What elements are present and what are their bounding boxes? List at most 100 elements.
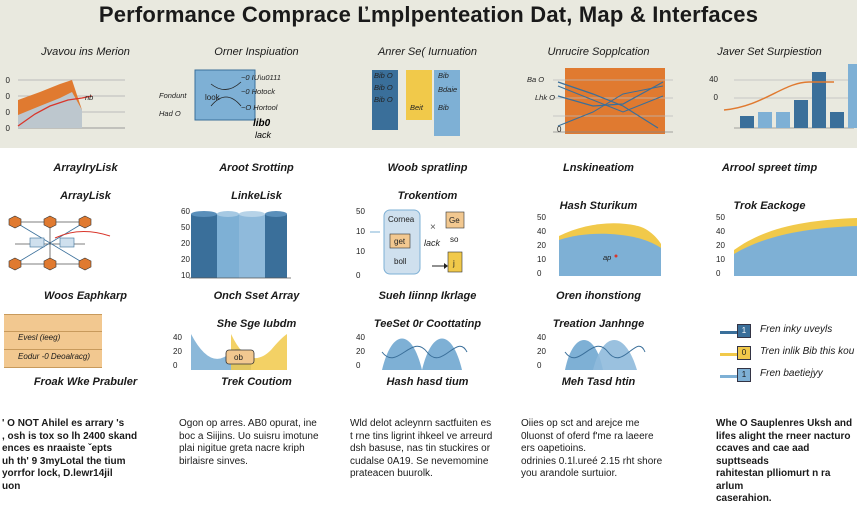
col5-bar [812, 72, 826, 128]
col5-section-a: Arrool spreet timp [721, 162, 818, 174]
col3-box [406, 70, 432, 120]
col3-section-b: Trokentiom [397, 190, 458, 202]
column-5: Javer Set Surpiestion 40 0 Arrool spreet… [684, 0, 857, 504]
col2-note-1: lib0 [253, 118, 271, 129]
col4-wave-tick-3: 0 [537, 361, 542, 370]
col3-box-label-7: Bdaie [438, 85, 457, 94]
col2-wave-tick-1: 40 [173, 333, 182, 342]
col3-card-label-2: Ge [449, 216, 460, 225]
col2-cylinder [239, 214, 265, 278]
col4-wave-tick-1: 40 [537, 333, 546, 342]
col1-tick-1: 0 [6, 76, 11, 85]
col5-tick-2: 0 [714, 93, 719, 102]
col4-orange-block [565, 68, 665, 134]
col2-wave-chart: 40 20 0 ob [173, 333, 287, 370]
col5-tick-3: 50 [716, 213, 725, 222]
col2-top-title: Orner Inspiuation [214, 46, 299, 58]
col1-node-icon [43, 215, 57, 229]
legend-label: Tren inlik Bib this kou [760, 346, 855, 357]
col1-node-icon [8, 257, 22, 271]
legend-item: 0 Tren inlik Bib this kou [720, 344, 857, 366]
col3-box-label-2: Bib O [374, 83, 393, 92]
col4-area-note: ap [603, 253, 611, 262]
col4-area-chart: 50 40 20 10 0 ap [537, 213, 661, 278]
legend-item: 1 Fren inky uveyls [720, 322, 857, 344]
col2-label-2: Had O [159, 109, 181, 118]
column-3: Anrer Se( Iurnuation Bib O Bib O Bib O B… [342, 0, 513, 494]
col1-section-b: ArrayLisk [60, 190, 111, 202]
col4-section-b: Hash Sturikum [559, 200, 638, 212]
col2-cylinder-chart: 60 50 20 20 10 [181, 207, 291, 280]
legend: 1 Fren inky uveyls 0 Tren inlik Bib this… [720, 322, 857, 388]
col5-section-b: Trok Eackoge [733, 200, 806, 212]
col1-table-row-2: Eodur -0 Deoalracg) [18, 352, 91, 361]
col2-box-text-2: ~0 Hotock [241, 87, 276, 96]
col4-top-title: Unrucire Sopplcation [547, 46, 650, 58]
col2-wave-tick-2: 20 [173, 347, 182, 356]
col3-card-diagram: 50 10 10 0 Cornea Ge get lack so boll j … [356, 207, 465, 280]
col2-tick-1: 60 [181, 207, 190, 216]
legend-label: Fren baetiejyy [760, 368, 823, 379]
col1-top-note: nb [85, 93, 93, 102]
legend-swatch: 1 [737, 324, 751, 338]
col1-top-title: Jvavou ins Merion [41, 46, 130, 58]
col2-section-d: She Sge Iubdm [216, 318, 297, 330]
col5-area-chart: 50 40 20 10 0 [716, 213, 857, 278]
col4-section-a: Lnskineatiom [563, 162, 634, 174]
col1-red-line [17, 95, 93, 127]
col5-bar [740, 116, 754, 128]
col1-node-icon [78, 215, 92, 229]
col5-top-chart: 40 0 [709, 64, 857, 129]
col4-wave-tick-2: 20 [537, 347, 546, 356]
col2-tick-4: 20 [181, 255, 190, 264]
col5-tick-1: 40 [709, 75, 718, 84]
col3-section-d: TeeSet 0r Coottatinp [373, 318, 482, 330]
legend-swatch: 0 [737, 346, 751, 360]
col2-box-text-3: ~O Hortool [241, 103, 278, 112]
col3-box-label-3: Bib O [374, 95, 393, 104]
col2-tick-5: 10 [181, 271, 190, 280]
col5-tick-7: 0 [716, 269, 721, 278]
col4-tick-1: 50 [537, 213, 546, 222]
col2-section-a: Aroot Srottinp [219, 162, 294, 174]
col5-bar [758, 112, 772, 128]
col2-box-text-1: ~0 IU\u0111 [241, 73, 281, 82]
col5-tick-4: 40 [716, 227, 725, 236]
col1-node-icon [78, 257, 92, 271]
legend-label: Fren inky uveyls [760, 324, 833, 335]
col5-tick-5: 20 [716, 241, 725, 250]
col1-top-chart: 0 0 0 0 nb [6, 76, 125, 133]
col3-box-label-1: Bib O [374, 71, 393, 80]
col4-tick-3: 20 [537, 241, 546, 250]
col1-graph-diagram [8, 215, 111, 271]
col3-wave-tick-1: 40 [356, 333, 365, 342]
col3-top-boxes: Bib O Bib O Bib O Beit Bib Bib Bdaie [372, 70, 460, 136]
col4-wave-chart: 40 20 0 [537, 333, 646, 370]
column-4: Unrucire Sopplcation Ba O Lhk O 0 Lnskin… [513, 0, 684, 494]
col1-tick-2: 0 [6, 92, 11, 101]
col3-tick-1: 50 [356, 207, 365, 216]
col3-tick-3: 10 [356, 247, 365, 256]
col1-table-row-1: Evesl (ieeg) [18, 333, 61, 342]
col4-tick-5: 0 [537, 269, 542, 278]
col4-section-d: Treation Janhnge [552, 318, 645, 330]
col3-box-label-6: Bib [438, 103, 449, 112]
col4-section-c: Oren ihonstiong [556, 290, 641, 302]
col4-tick-4: 10 [537, 255, 546, 264]
col3-box-label-5: Bib [438, 71, 449, 80]
col3-paragraph: Wld delot acleynrn sactfuiten es t rne t… [350, 418, 493, 479]
col4-paragraph: Oiies op sct and arejce me 0luonst of of… [521, 418, 663, 479]
col5-tick-6: 10 [716, 255, 725, 264]
col3-card-label-7: j [452, 259, 455, 268]
col1-table: Evesl (ieeg) Eodur -0 Deoalracg) [4, 314, 102, 368]
col1-paragraph: ' O NOT Ahilel es arrary 's , osh is tox… [2, 418, 138, 492]
col3-tick-2: 10 [356, 227, 365, 236]
col1-node-icon [43, 257, 57, 271]
col2-cylinder [217, 214, 239, 278]
col4-section-e: Meh Tasd htin [561, 376, 636, 388]
legend-swatch: 1 [737, 368, 751, 382]
col3-section-a: Woob spratlinp [387, 162, 468, 174]
col2-cylinder [265, 214, 287, 278]
col3-box-label-4: Beit [410, 103, 424, 112]
col3-card-label-3: get [394, 237, 406, 246]
